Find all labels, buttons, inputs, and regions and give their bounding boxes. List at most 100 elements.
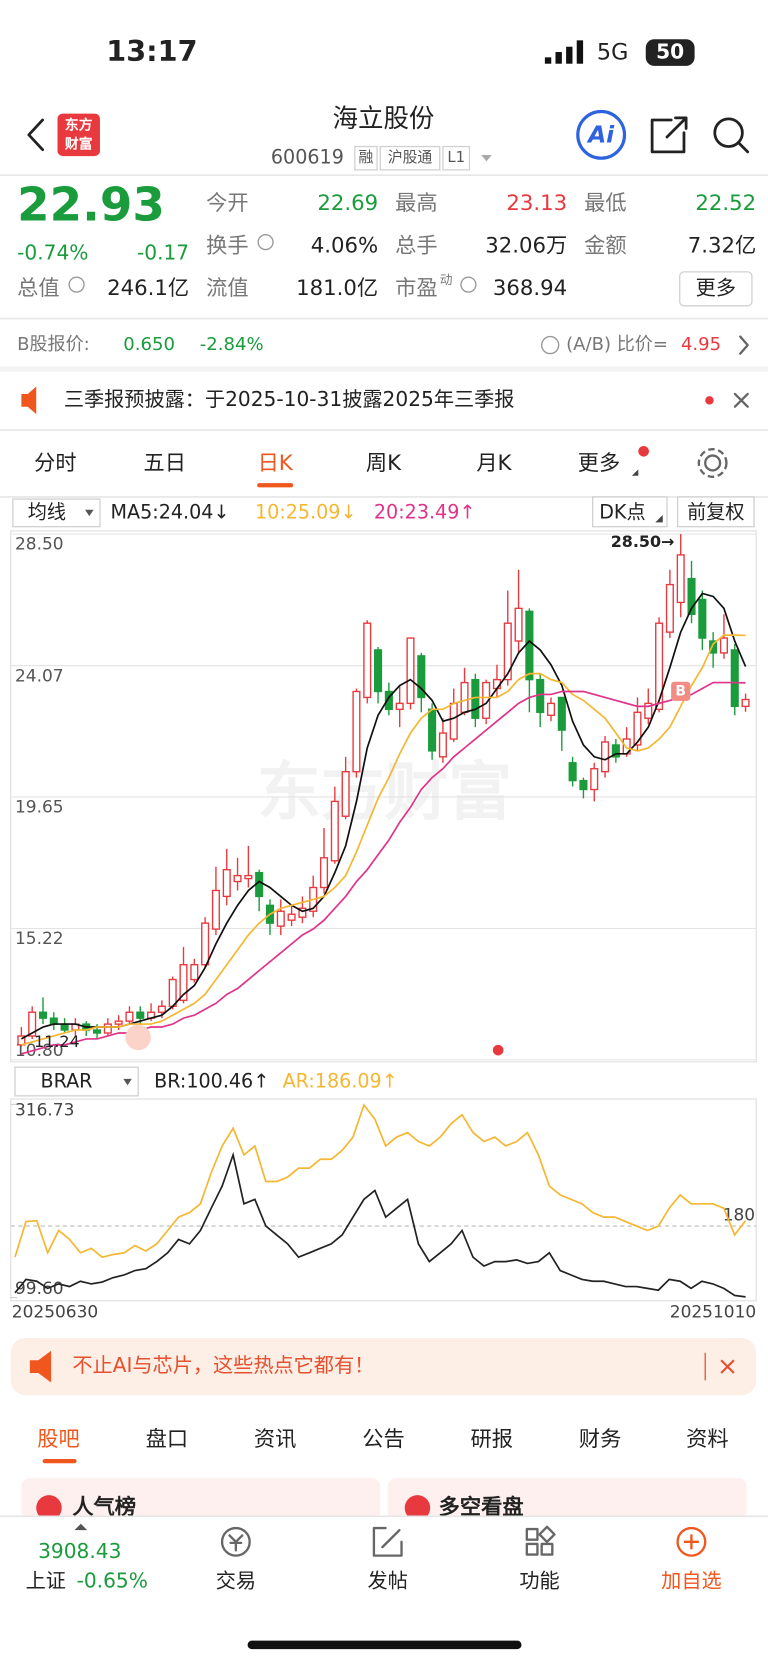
section-tab[interactable]: 研报 — [471, 1427, 513, 1452]
candle-body — [222, 868, 231, 898]
info-icon[interactable] — [460, 276, 477, 293]
trade-icon — [220, 1526, 251, 1557]
feed-icon — [404, 1495, 431, 1521]
candle-body — [719, 637, 728, 654]
candle-body — [557, 696, 566, 731]
indicator-select[interactable] — [14, 1066, 139, 1097]
dropdown-arrow[interactable] — [481, 155, 492, 162]
ar-legend: AR:186.09↑ — [283, 1070, 398, 1093]
chart-tab[interactable]: 更多 — [578, 451, 620, 476]
ratio-chevron[interactable] — [739, 335, 749, 355]
logo — [57, 113, 100, 157]
more-button[interactable] — [679, 271, 753, 307]
candle-body — [482, 681, 491, 719]
candle-body — [319, 857, 329, 889]
badge — [442, 145, 471, 171]
field-label: 市盈 — [395, 276, 437, 301]
field-label: 流值 — [206, 276, 248, 301]
field-label: 总值 — [17, 276, 59, 301]
candle-body — [590, 768, 599, 791]
candle-body — [38, 1011, 48, 1019]
indicator-panel — [10, 1098, 757, 1302]
section-tab[interactable]: 财务 — [579, 1427, 621, 1452]
stock-code: 600619 — [271, 146, 344, 169]
nav-item[interactable]: 功能 — [519, 1569, 559, 1593]
candle-body — [546, 702, 556, 716]
chart-tab-active[interactable]: 日K — [258, 451, 294, 476]
battery-level: 50 — [656, 40, 684, 64]
candle-body — [157, 1005, 166, 1013]
candle-body — [363, 622, 372, 699]
br-legend: BR:100.46↑ — [154, 1070, 269, 1093]
candle-body — [503, 622, 512, 681]
index-value[interactable]: 3908.43 — [38, 1539, 121, 1563]
chart-tab[interactable]: 月K — [476, 451, 512, 476]
low-label: 11.24 — [34, 1032, 80, 1051]
badge — [379, 145, 441, 171]
candle-body — [579, 779, 588, 791]
more-label: 更多 — [696, 275, 736, 299]
help-icon[interactable] — [540, 335, 560, 355]
candle-body — [741, 698, 750, 708]
adjust-label: 前复权 — [687, 500, 744, 523]
logo-text: 东方 — [65, 116, 93, 133]
info-icon[interactable] — [257, 233, 274, 251]
back-button[interactable] — [27, 118, 44, 152]
post-icon — [372, 1526, 403, 1557]
chart-tab[interactable]: 分时 — [34, 451, 76, 476]
adjust-button[interactable] — [676, 496, 755, 528]
nav-item[interactable]: 加自选 — [661, 1569, 721, 1593]
feed-icon — [36, 1495, 62, 1521]
feed-card[interactable] — [21, 1478, 381, 1521]
candle-body — [136, 1011, 145, 1019]
candle-body — [644, 702, 653, 719]
candle-body — [287, 913, 296, 921]
share-button[interactable] — [650, 116, 688, 154]
section-tab[interactable]: 资料 — [686, 1427, 728, 1452]
close-banner[interactable] — [720, 1359, 735, 1374]
signal-marker-label: B — [675, 683, 686, 699]
field-label: 换手 — [206, 233, 248, 258]
section-tab[interactable]: 资讯 — [254, 1427, 296, 1452]
chart-tab[interactable]: 五日 — [143, 451, 185, 476]
signal-marker — [125, 1024, 151, 1051]
field-value: 23.13 — [506, 191, 567, 216]
section-tab[interactable]: 公告 — [362, 1427, 404, 1452]
chart-tab[interactable]: 周K — [366, 451, 402, 476]
y-tick-label: 99.60 — [15, 1279, 64, 1299]
settings-button[interactable] — [697, 447, 728, 478]
candle-body — [341, 770, 350, 817]
info-icon[interactable] — [68, 276, 85, 293]
y-tick-label: 28.50 — [15, 535, 64, 555]
nav-item[interactable]: 发帖 — [368, 1569, 408, 1593]
nav-item[interactable]: 交易 — [216, 1569, 256, 1593]
y-tick-label: 19.65 — [15, 798, 64, 818]
dk-label: DK点 — [599, 500, 645, 523]
change: -0.17 — [137, 240, 189, 264]
field-value: 7.32亿 — [688, 233, 756, 258]
section-tab[interactable]: 盘口 — [146, 1427, 188, 1452]
ai-button[interactable] — [576, 109, 627, 160]
watchlist-icon — [676, 1526, 707, 1557]
field-value: 368.94 — [493, 276, 567, 301]
ma10-legend: 10:25.09↓ — [255, 500, 356, 523]
reference-label: 180 — [723, 1205, 755, 1225]
status-time: 13:17 — [106, 34, 197, 68]
section-tab-active[interactable]: 股吧 — [37, 1427, 79, 1452]
candle-body — [352, 690, 361, 773]
search-button[interactable] — [713, 117, 750, 154]
close-notice[interactable] — [733, 392, 749, 408]
ma5-legend: MA5:24.04↓ — [111, 500, 230, 523]
signal-icon — [544, 40, 584, 64]
dk-button[interactable] — [592, 496, 668, 528]
tab-underline — [257, 483, 294, 488]
feed-card[interactable] — [387, 1478, 747, 1521]
indicator-select[interactable] — [12, 498, 101, 528]
banner[interactable] — [10, 1337, 757, 1396]
select-arrow — [85, 509, 94, 517]
notice[interactable]: 三季报预披露：于2025-10-31披露2025年三季报 — [64, 387, 515, 411]
logo-text: 财富 — [65, 135, 93, 152]
home-indicator — [247, 1640, 522, 1650]
candle-body — [655, 622, 664, 711]
